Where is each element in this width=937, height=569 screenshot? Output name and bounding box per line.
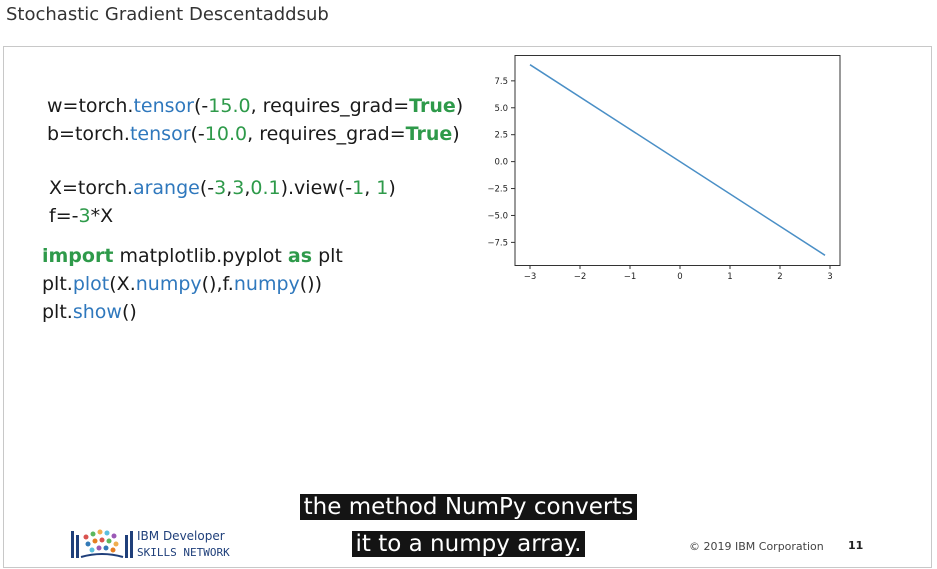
y-tick-label: −5.0	[487, 211, 508, 221]
y-tick-label: 2.5	[494, 131, 508, 141]
line-chart: −3 −2 −1 0 1 2 3 7.5 5.0 2.5 0.0 −2.5 −5.0 −7.5	[487, 55, 841, 282]
x-tick-label: −2	[574, 272, 587, 282]
y-tick-label: 7.5	[494, 77, 508, 87]
x-tick-label: −1	[624, 272, 637, 282]
code-line-1: w=torch.tensor(-15.0, requires_grad=True…	[47, 95, 464, 117]
y-tick-label: −7.5	[487, 238, 508, 248]
x-tick-label: 1	[727, 272, 732, 282]
y-tick-label: 5.0	[494, 104, 508, 114]
y-tick-label: −2.5	[487, 185, 508, 195]
page-title: Stochastic Gradient Descentaddsub	[6, 4, 329, 25]
x-tick-label: −3	[524, 272, 537, 282]
code-line-2: b=torch.tensor(-10.0, requires_grad=True…	[47, 123, 460, 145]
y-tick-label: 0.0	[494, 158, 508, 168]
x-tick-label: 2	[777, 272, 782, 282]
caption-line-1: the method NumPy converts	[0, 494, 937, 520]
series-line	[529, 64, 826, 256]
x-tick-label: 3	[827, 272, 832, 282]
slide	[3, 46, 932, 568]
brand-line-1: IBM Developer	[137, 529, 225, 543]
brand-line-2: SKILLS NETWORK	[137, 546, 230, 559]
copyright-text: © 2019 IBM Corporation	[689, 540, 824, 553]
code-line-4: f=-3*X	[49, 205, 114, 227]
caption-line-2: it to a numpy array.	[0, 531, 937, 557]
plot-frame	[514, 55, 841, 266]
code-line-3: X=torch.arange(-3,3,0.1).view(-1, 1)	[49, 177, 396, 199]
x-tick-label: 0	[677, 272, 682, 282]
code-line-7: plt.show()	[42, 301, 137, 323]
code-line-5: import matplotlib.pyplot as plt	[42, 245, 343, 267]
code-line-6: plt.plot(X.numpy(),f.numpy())	[42, 273, 323, 295]
ibm-skills-network-logo-icon	[71, 529, 133, 558]
slide-number: 11	[848, 539, 864, 552]
